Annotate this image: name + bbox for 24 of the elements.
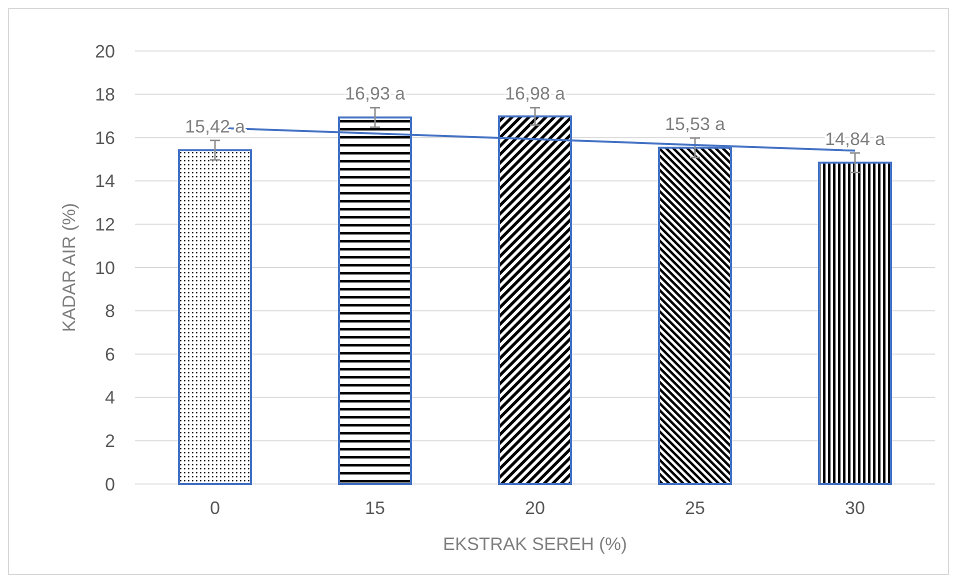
y-tick-label: 6 <box>104 344 115 364</box>
bar <box>818 162 892 485</box>
x-axis-title: EKSTRAK SEREH (%) <box>442 534 628 554</box>
data-label: 15,53 a <box>664 114 726 134</box>
x-tick-label: 20 <box>524 498 546 518</box>
bar <box>178 149 252 485</box>
y-tick-label: 0 <box>104 474 115 494</box>
y-tick-label: 4 <box>104 388 115 408</box>
y-tick-label: 10 <box>94 258 115 278</box>
y-tick-label: 2 <box>104 431 115 451</box>
data-label: 16,98 a <box>504 84 566 104</box>
x-tick-label: 15 <box>364 498 386 518</box>
x-tick-label: 30 <box>844 498 866 518</box>
y-tick-label: 12 <box>94 214 115 234</box>
y-tick-label: 20 <box>94 41 115 62</box>
y-tick-label: 14 <box>94 171 115 192</box>
y-tick-label: 8 <box>104 301 115 322</box>
y-tick-label: 16 <box>94 128 115 148</box>
x-tick-label: 0 <box>210 498 220 518</box>
x-tick-label: 25 <box>684 498 706 518</box>
data-label: 14,84 a <box>824 128 886 149</box>
y-axis-title: KADAR AIR (%) <box>59 202 79 332</box>
data-label: 16,93 a <box>344 84 406 104</box>
y-tick-label: 18 <box>94 84 115 105</box>
